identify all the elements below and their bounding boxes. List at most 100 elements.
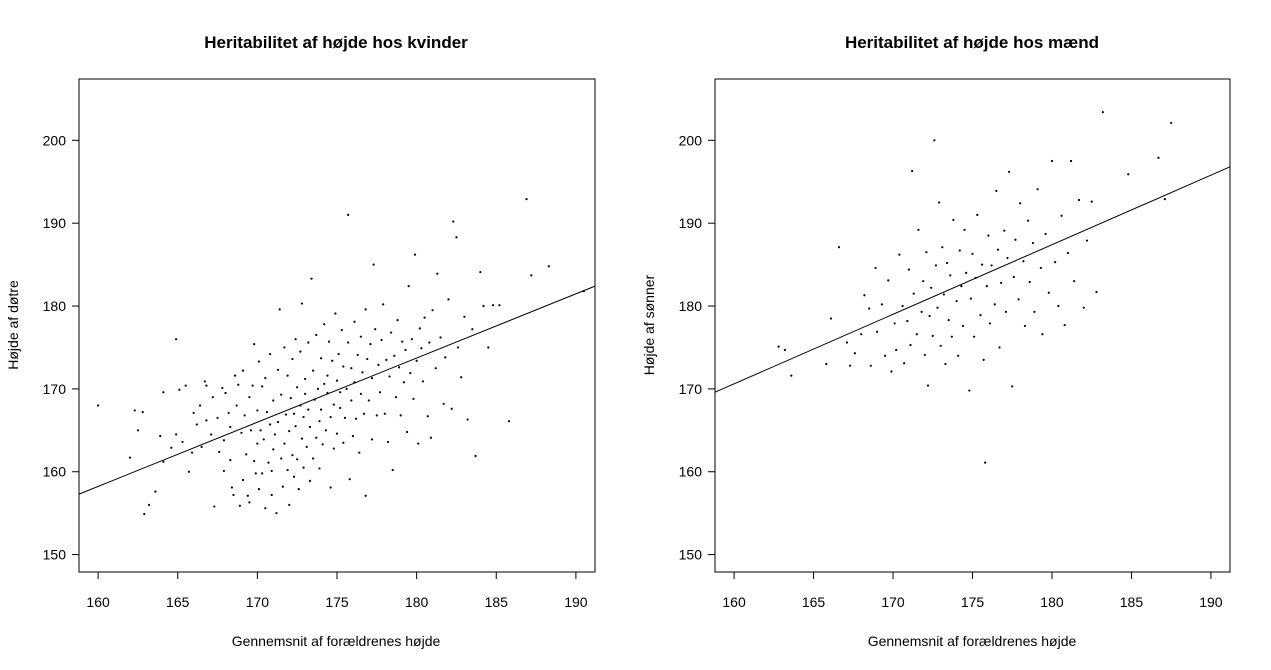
x-tick-label: 160 [722, 594, 746, 610]
data-point [339, 406, 342, 410]
data-point [963, 228, 966, 231]
data-point [985, 285, 988, 288]
data-point [192, 411, 195, 415]
data-point [195, 423, 198, 426]
data-point [316, 387, 319, 390]
data-point [917, 228, 920, 231]
panel-daughters: Heritabilitet af højde hos kvinder 160 16… [5, 33, 596, 649]
data-point [326, 374, 329, 377]
data-point [299, 350, 302, 353]
y-axis-label: Højde af døtre [5, 280, 21, 370]
data-point [1003, 229, 1006, 232]
data-point [874, 266, 877, 270]
data-point [319, 357, 323, 360]
x-tick-label: 185 [485, 594, 509, 610]
data-point [1060, 214, 1063, 217]
data-point [455, 236, 458, 239]
data-point [434, 367, 437, 370]
data-point [1041, 333, 1044, 336]
data-point [227, 411, 230, 415]
data-point [162, 391, 165, 394]
data-point [364, 308, 367, 311]
data-point [343, 416, 347, 419]
data-point [291, 357, 294, 361]
data-point [241, 369, 245, 372]
data-point [790, 374, 793, 377]
data-point [404, 348, 407, 352]
y-tick-label: 200 [43, 132, 67, 148]
x-tick-label: 165 [166, 594, 190, 610]
data-point [984, 461, 987, 464]
data-point [350, 399, 353, 402]
data-point [1031, 241, 1035, 245]
data-point [308, 425, 312, 429]
data-point [237, 383, 240, 386]
x-axis-label: Gennemsnit af forældrenes højde [232, 633, 441, 649]
data-point [337, 352, 340, 356]
plot-frame [78, 78, 596, 573]
data-point [393, 354, 396, 357]
data-point [249, 429, 253, 432]
data-point [378, 391, 382, 394]
data-point [463, 315, 466, 318]
data-point [1014, 238, 1017, 241]
data-point [945, 261, 949, 265]
data-point [251, 384, 254, 387]
data-point [405, 430, 409, 434]
data-point [342, 365, 345, 368]
data-point [941, 246, 944, 249]
data-point [359, 392, 362, 395]
data-point [205, 384, 208, 387]
y-axis-label: Højde af sønner [641, 274, 657, 375]
data-point [222, 469, 226, 473]
data-point [254, 472, 257, 475]
data-point [246, 494, 249, 497]
data-point [256, 409, 259, 412]
data-point [355, 417, 358, 420]
data-point [947, 319, 950, 322]
data-point [1044, 232, 1047, 236]
data-point [245, 453, 248, 456]
data-point [442, 402, 445, 405]
data-point [97, 404, 100, 407]
data-point [928, 314, 931, 318]
data-point [304, 392, 307, 395]
data-point [383, 412, 386, 415]
data-point [407, 285, 410, 288]
data-point [347, 341, 350, 344]
data-point [1073, 280, 1076, 283]
data-point [972, 335, 976, 338]
y-tick-label: 170 [43, 381, 67, 397]
data-point [353, 381, 356, 384]
data-point [868, 307, 871, 310]
data-point [452, 220, 455, 223]
data-point [154, 490, 157, 493]
data-point [988, 322, 992, 325]
data-point [200, 445, 203, 448]
data-point [385, 358, 388, 361]
data-point [460, 376, 463, 379]
data-point [958, 249, 961, 252]
data-point [860, 333, 863, 336]
data-point [361, 371, 364, 374]
x-tick-label: 160 [86, 594, 110, 610]
data-point [342, 441, 345, 444]
data-point [238, 504, 241, 507]
data-point [1077, 198, 1081, 202]
data-point [304, 377, 307, 381]
data-point [315, 436, 318, 439]
data-point [221, 386, 224, 390]
data-point [366, 357, 369, 361]
data-point [364, 494, 367, 497]
data-point [386, 440, 390, 444]
data-point [370, 377, 374, 380]
data-point [136, 429, 140, 432]
data-point [1004, 310, 1007, 313]
data-point [930, 286, 933, 289]
data-point [147, 503, 151, 506]
data-point [267, 461, 270, 464]
y-tick-label: 200 [679, 132, 703, 148]
data-point [1170, 121, 1173, 125]
data-point [942, 293, 945, 296]
